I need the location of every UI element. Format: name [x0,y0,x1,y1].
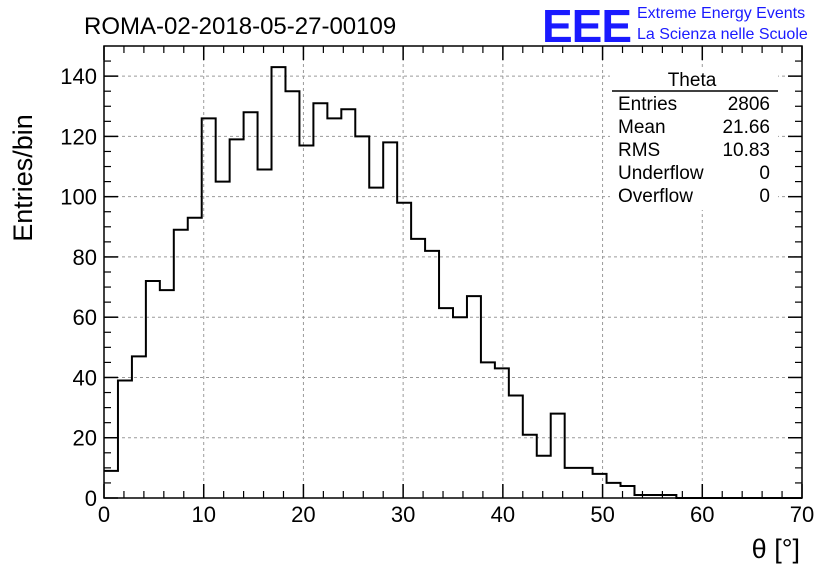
histogram-bin [648,495,662,498]
histogram-bin [299,145,313,498]
histogram-bin [621,486,635,498]
histogram-bin [662,495,676,498]
histogram-bin [467,296,481,498]
stats-row-label: RMS [618,140,660,161]
histogram-bin [118,380,132,498]
axis-ticks [103,46,803,499]
histogram-series-line [104,66,802,499]
x-tick-label: 40 [491,502,515,527]
histogram-bins [104,67,676,498]
y-tick-label: 80 [73,245,97,270]
y-axis-title: Entries/bin [8,114,38,242]
x-tick-labels: 0 10 20 30 40 50 60 70 [98,502,814,527]
x-tick-label: 70 [790,502,814,527]
histogram-bin [495,368,509,498]
histogram-bin [202,118,216,498]
y-tick-label: 140 [60,64,97,89]
y-tick-label: 40 [73,365,97,390]
stats-rows: Entries 2806 Mean 21.66 RMS 10.83 Underflow 0 Ov… [618,94,770,207]
stats-box-background [610,70,778,210]
stats-row-label: Underflow [618,163,704,184]
x-axis-title: θ [°] [752,534,800,564]
histogram-bin [313,103,327,498]
histogram-bin [523,435,537,498]
histogram-bin [425,251,439,498]
histogram-bin [607,483,621,498]
x-tick-label: 0 [98,502,110,527]
logo-line-1: Extreme Energy Events [637,5,805,22]
histogram-bin [244,112,258,498]
histogram-bin [579,468,593,498]
x-tick-label: 30 [391,502,415,527]
histogram-bin [258,170,272,498]
histogram-bin [327,118,341,498]
histogram-bin [132,356,146,498]
histogram-bin [355,136,369,498]
histogram-bin [509,396,523,498]
histogram-bin [397,203,411,498]
stats-row-value: 21.66 [722,117,770,138]
histogram-bin [481,362,495,498]
histogram-bin [160,290,174,498]
run-title: ROMA-02-2018-05-27-00109 [84,13,396,40]
y-tick-label: 20 [73,426,97,451]
x-tick-label: 60 [690,502,714,527]
histogram-bin [216,182,230,498]
stats-row-label: Entries [618,94,677,115]
stats-row-value: 0 [759,186,770,207]
histogram-bin [551,414,565,498]
stats-row-value: 10.83 [722,140,770,161]
stats-row-value: 2806 [728,94,770,115]
y-tick-label: 0 [85,486,97,511]
stats-box: Theta Entries 2806 Mean 21.66 RMS 10.83 Underf… [610,70,778,210]
histogram-bin [565,468,579,498]
x-tick-label: 50 [590,502,614,527]
logo-line-2: La Scienza nelle Scuole [637,26,808,43]
histogram-bin [230,139,244,498]
histogram-bin [272,67,286,498]
y-tick-label: 120 [60,124,97,149]
logo-mark: EEE [542,0,631,52]
histogram-bin [104,471,118,498]
histogram-bin [383,142,397,498]
histogram-bin [188,218,202,498]
histogram-bin [537,456,551,498]
stats-row-label: Mean [618,117,666,138]
y-tick-labels: 0 20 40 60 80 100 120 140 [60,64,97,511]
eee-logo: EEE Extreme Energy Events La Scienza nel… [542,0,808,52]
x-tick-label: 10 [191,502,215,527]
histogram-bin [634,495,648,498]
stats-title: Theta [668,70,717,91]
histogram-bin [593,474,607,498]
histogram-bin [439,308,453,498]
stats-row-label: Overflow [618,186,693,207]
histogram-bin [146,281,160,498]
histogram-bin [174,230,188,498]
histogram-bin [369,188,383,498]
y-tick-label: 100 [60,185,97,210]
histogram-bin [341,109,355,498]
x-tick-label: 20 [291,502,315,527]
stats-row-value: 0 [759,163,770,184]
histogram-bin [285,91,299,498]
histogram-bin [411,239,425,498]
histogram-bin [453,317,467,498]
y-tick-label: 60 [73,305,97,330]
